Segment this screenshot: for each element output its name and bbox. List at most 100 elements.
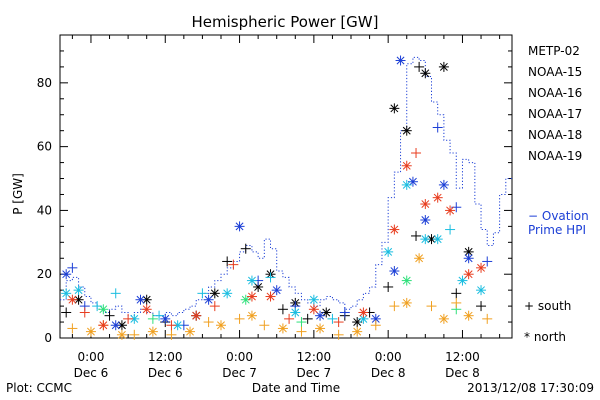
- x-axis: 0:00 Dec 6 12:00 Dec 6 0:00 Dec 7 12:00 Dec 7 0:…: [71, 35, 501, 380]
- noaa-15-point-north: [395, 55, 406, 66]
- metp-02-point-south: [277, 304, 288, 315]
- metp-02-point-north: [321, 307, 332, 318]
- noaa-18-point-south: [370, 320, 381, 331]
- marker-legend: + south * north: [524, 299, 571, 344]
- x-tick-label-time: 0:00: [375, 350, 402, 364]
- noaa-19-point-north: [98, 320, 109, 331]
- noaa-18-point-south: [259, 320, 270, 331]
- noaa-19-point-north: [463, 269, 474, 280]
- noaa-18-point-south: [451, 297, 462, 308]
- noaa-18-point-north: [438, 313, 449, 324]
- metp-02-point-south: [383, 281, 394, 292]
- noaa-19-point-north: [308, 304, 319, 315]
- noaa-16-point-south: [265, 272, 276, 283]
- legend: METP-02 NOAA-15 NOAA-16 NOAA-17 NOAA-18 NOAA-…: [528, 44, 582, 163]
- noaa-15-point-north: [61, 269, 72, 280]
- noaa-16-point-north: [476, 285, 487, 296]
- noaa-18-point-north: [215, 320, 226, 331]
- noaa-15-point-north: [315, 310, 326, 321]
- noaa-18-point-north: [246, 310, 257, 321]
- noaa-15-point-north: [463, 253, 474, 264]
- noaa-15-point-north: [203, 294, 214, 305]
- noaa-19-point-north: [401, 160, 412, 171]
- noaa-18-point-north: [85, 326, 96, 337]
- noaa-16-point-north: [457, 275, 468, 286]
- x-tick-label-date: Dec 8: [371, 366, 406, 380]
- ovation-hpi-series: [60, 56, 512, 317]
- noaa-19-point-south: [209, 301, 220, 312]
- noaa-18-point-south: [166, 329, 177, 340]
- noaa-15-point-north: [110, 320, 121, 331]
- metp-02-point-south: [104, 310, 115, 321]
- x-axis-label: Date and Time: [252, 381, 340, 395]
- x-tick-label-date: Dec 6: [74, 366, 109, 380]
- x-tick-label-time: 0:00: [226, 350, 253, 364]
- noaa-16-point-north: [222, 288, 233, 299]
- x-tick-label-date: Dec 6: [148, 366, 183, 380]
- ovation-legend: − Ovation Prime HPI: [528, 209, 589, 237]
- noaa-16-point-north: [401, 179, 412, 190]
- x-tick-label-date: Dec 7: [297, 366, 332, 380]
- noaa-17-point-north: [240, 294, 251, 305]
- noaa-16-point-south: [110, 288, 121, 299]
- metp-02-point-south: [476, 301, 487, 312]
- legend-entry: NOAA-18: [528, 128, 582, 142]
- noaa-19-point-north: [67, 294, 78, 305]
- noaa-18-point-south: [296, 326, 307, 337]
- noaa-19-point-north: [358, 307, 369, 318]
- legend-entry: NOAA-15: [528, 65, 582, 79]
- noaa-18-point-north: [463, 310, 474, 321]
- noaa-16-point-north: [290, 307, 301, 318]
- noaa-16-point-north: [432, 234, 443, 245]
- noaa-16-point-south: [327, 313, 338, 324]
- noaa-15-point-north: [135, 294, 146, 305]
- noaa-18-point-south: [426, 301, 437, 312]
- noaa-18-point-north: [401, 297, 412, 308]
- x-tick-label-date: Dec 7: [222, 366, 257, 380]
- y-tick-label: 20: [37, 267, 52, 281]
- noaa-15-point-north: [438, 179, 449, 190]
- plot-area-frame: [59, 34, 513, 339]
- noaa-16-point-south: [154, 310, 165, 321]
- noaa-19-point-north: [420, 199, 431, 210]
- ovation-legend-label-2: Prime HPI: [528, 223, 586, 237]
- noaa-17-point-south: [147, 313, 158, 324]
- noaa-19-point-south: [228, 259, 239, 270]
- plot-timestamp: 2013/12/08 17:30:09: [467, 381, 594, 395]
- noaa-19-point-south: [79, 307, 90, 318]
- y-tick-label: 80: [37, 76, 52, 90]
- y-tick-label: 40: [37, 203, 52, 217]
- noaa-16-point-north: [383, 246, 394, 257]
- metp-02-point-north: [141, 294, 152, 305]
- noaa-15-point-south: [482, 256, 493, 267]
- noaa-19-point-south: [284, 313, 295, 324]
- noaa-17-point-south: [296, 317, 307, 328]
- noaa-18-point-south: [203, 317, 214, 328]
- noaa-15-point-south: [432, 122, 443, 133]
- noaa-15-point-south: [339, 307, 350, 318]
- noaa-15-point-north: [389, 266, 400, 277]
- metp-02-point-north: [438, 61, 449, 72]
- data-points: [61, 55, 493, 340]
- noaa-18-point-north: [352, 326, 363, 337]
- noaa-16-point-north: [308, 294, 319, 305]
- metp-02-point-north: [401, 125, 412, 136]
- y-tick-label: 0: [44, 331, 52, 345]
- metp-02-point-north: [389, 103, 400, 114]
- noaa-18-point-south: [129, 329, 140, 340]
- noaa-19-point-north: [432, 192, 443, 203]
- metp-02-point-south: [240, 243, 251, 254]
- y-axis-label: P [GW]: [11, 173, 25, 215]
- noaa-19-point-south: [166, 320, 177, 331]
- noaa-16-point-north: [61, 288, 72, 299]
- metp-02-point-north: [463, 246, 474, 257]
- noaa-19-point-south: [411, 148, 422, 159]
- noaa-18-point-north: [414, 253, 425, 264]
- metp-02-point-south: [411, 230, 422, 241]
- noaa-18-point-south: [234, 313, 245, 324]
- noaa-17-point-north: [98, 304, 109, 315]
- noaa-18-point-south: [333, 329, 344, 340]
- x-tick-label-time: 12:00: [297, 350, 332, 364]
- legend-entry: NOAA-16: [528, 86, 582, 100]
